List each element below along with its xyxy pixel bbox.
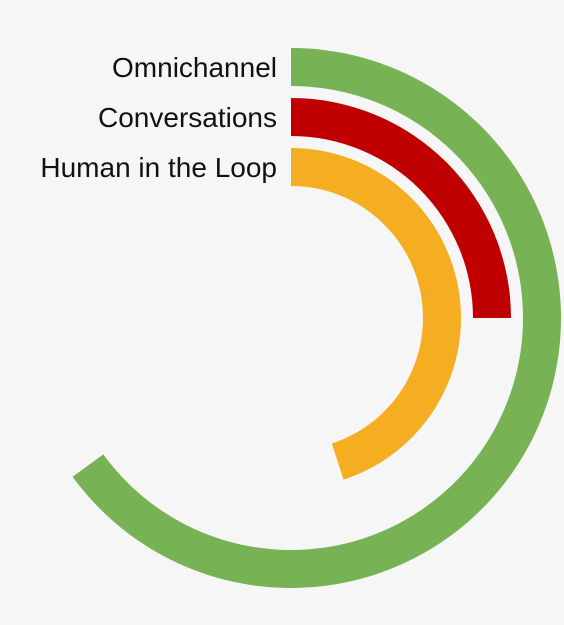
label-conversations: Conversations bbox=[98, 102, 277, 133]
label-omnichannel: Omnichannel bbox=[112, 52, 277, 83]
labels-group: Omnichannel Conversations Human in the Loo… bbox=[40, 52, 277, 183]
ring-conversations bbox=[291, 98, 511, 318]
ring-human-in-the-loop bbox=[291, 148, 461, 480]
label-human-in-the-loop: Human in the Loop bbox=[40, 152, 277, 183]
rings-group bbox=[72, 48, 561, 589]
